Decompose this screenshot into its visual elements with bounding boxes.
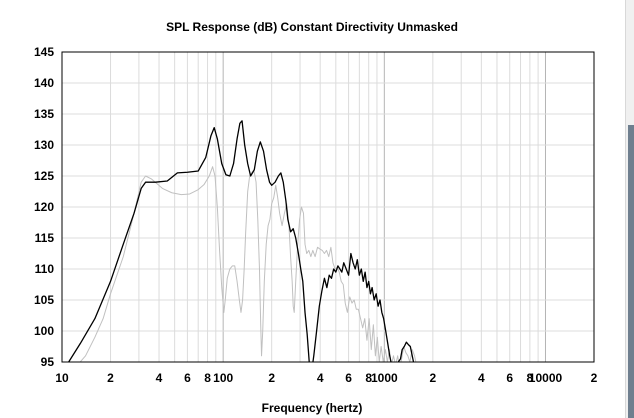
x-tick-label: 6 (506, 371, 513, 385)
plot-border (61, 51, 595, 363)
x-tick-label: 8 (365, 371, 372, 385)
y-tick-label: 95 (41, 355, 55, 369)
series-line-2 (79, 166, 420, 362)
x-tick-label: 10 (55, 371, 69, 385)
x-tick-label: 2 (268, 371, 275, 385)
x-tick-label: 4 (156, 371, 163, 385)
y-tick-label: 135 (34, 107, 54, 121)
y-tick-label: 115 (35, 231, 55, 245)
x-axis-label: Frequency (hertz) (262, 401, 363, 415)
y-tick-label: 110 (35, 262, 55, 276)
y-tick-label: 130 (34, 138, 54, 152)
series-line-1 (67, 120, 415, 362)
x-tick-label: 4 (317, 371, 324, 385)
y-tick-label: 105 (34, 293, 54, 307)
y-tick-label: 120 (34, 200, 54, 214)
x-tick-label: 4 (478, 371, 485, 385)
y-tick-label: 100 (34, 324, 54, 338)
x-tick-label: 2 (429, 371, 436, 385)
y-axis-ticks: 95 100 105 110 115 120 125 130 135 140 145 (34, 45, 54, 369)
x-tick-label: 8 (527, 371, 534, 385)
y-tick-label: 125 (34, 169, 54, 183)
x-tick-label: 1000 (371, 371, 398, 385)
x-tick-label: 2 (107, 371, 114, 385)
x-tick-label: 6 (345, 371, 352, 385)
plot-frame (61, 51, 595, 363)
y-tick-label: 140 (34, 76, 54, 90)
x-tick-label: 6 (184, 371, 191, 385)
y-tick-label: 145 (34, 45, 54, 59)
x-tick-label: 2 (591, 371, 598, 385)
x-tick-label: 100 (213, 371, 233, 385)
chart-title: SPL Response (dB) Constant Directivity U… (166, 20, 458, 34)
x-tick-label: 8 (204, 371, 211, 385)
x-tick-label: 10000 (529, 371, 563, 385)
series-layer (67, 120, 420, 362)
window-edge-shadow (628, 125, 634, 418)
